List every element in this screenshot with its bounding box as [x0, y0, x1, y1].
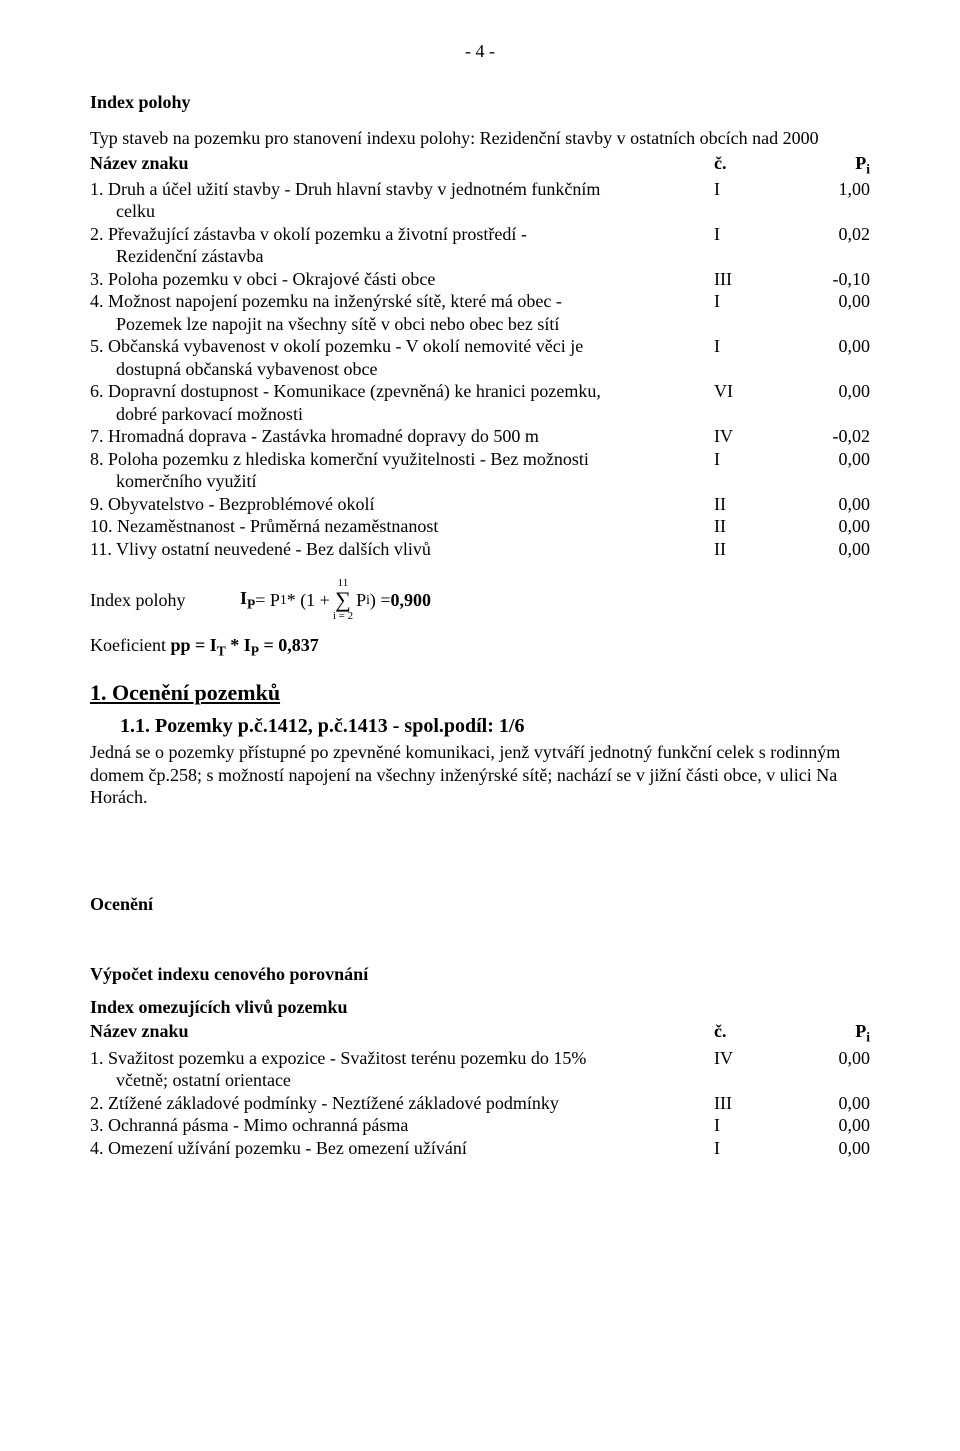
row-name-cont: dobré parkovací možnosti	[90, 403, 714, 426]
table-row: 7. Hromadná doprava - Zastávka hromadné …	[90, 425, 870, 448]
table-row: 1. Svažitost pozemku a expozice - Svažit…	[90, 1047, 870, 1092]
table-row: 4. Omezení užívání pozemku - Bez omezení…	[90, 1137, 870, 1160]
row-name: 10. Nezaměstnanost - Průměrná nezaměstna…	[90, 516, 438, 536]
index-polohy-intro: Typ staveb na pozemku pro stanovení inde…	[90, 127, 870, 150]
row-name: 4. Možnost napojení pozemku na inženýrsk…	[90, 291, 562, 311]
page-number: - 4 -	[90, 40, 870, 63]
section-1-1-paragraph: Jedná se o pozemky přístupné po zpevněné…	[90, 741, 870, 809]
row-name: 2. Převažující zástavba v okolí pozemku …	[90, 224, 527, 244]
row-p: 1,00	[784, 178, 870, 223]
hdr-name: Název znaku	[90, 152, 714, 178]
hdr-name: Název znaku	[90, 1020, 714, 1046]
table-row: 10. Nezaměstnanost - Průměrná nezaměstna…	[90, 515, 870, 538]
table-row: 1. Druh a účel užití stavby - Druh hlavn…	[90, 178, 870, 223]
row-name-cont: dostupná občanská vybavenost obce	[90, 358, 714, 381]
row-p: 0,00	[784, 538, 870, 561]
row-p: 0,00	[784, 1137, 870, 1160]
table-row: 3. Poloha pozemku v obci - Okrajové část…	[90, 268, 870, 291]
table-header-row: Název znaku č. Pi	[90, 1020, 870, 1046]
hdr-p: Pi	[784, 1020, 870, 1046]
row-p: 0,00	[784, 1092, 870, 1115]
row-c: I	[714, 335, 784, 380]
row-c: IV	[714, 425, 784, 448]
sigma-icon: 11 ∑ i = 2	[333, 578, 353, 622]
row-name: 8. Poloha pozemku z hlediska komerční vy…	[90, 449, 589, 469]
section-1-heading: 1. Ocenění pozemků	[90, 679, 870, 707]
row-name: 3. Ochranná pásma - Mimo ochranná pásma	[90, 1115, 408, 1135]
row-c: I	[714, 1114, 784, 1137]
index-polohy-table: Název znaku č. Pi 1. Druh a účel užití s…	[90, 152, 870, 561]
row-name: 4. Omezení užívání pozemku - Bez omezení…	[90, 1138, 467, 1158]
row-name-cont: Rezidenční zástavba	[90, 245, 714, 268]
row-p: 0,00	[784, 335, 870, 380]
row-name-cont: komerčního využití	[90, 470, 714, 493]
row-name: 1. Svažitost pozemku a expozice - Svažit…	[90, 1048, 586, 1068]
row-c: I	[714, 1137, 784, 1160]
row-c: II	[714, 493, 784, 516]
hdr-c: č.	[714, 1020, 784, 1046]
table-row: 6. Dopravní dostupnost - Komunikace (zpe…	[90, 380, 870, 425]
table-row: 2. Převažující zástavba v okolí pozemku …	[90, 223, 870, 268]
oceneni-calc-title: Výpočet indexu cenového porovnání	[90, 963, 870, 986]
row-p: -0,02	[784, 425, 870, 448]
index-polohy-title: Index polohy	[90, 91, 870, 114]
row-p: 0,00	[784, 448, 870, 493]
row-c: II	[714, 515, 784, 538]
row-c: I	[714, 223, 784, 268]
row-p: 0,00	[784, 515, 870, 538]
row-p: 0,00	[784, 380, 870, 425]
row-name: 9. Obyvatelstvo - Bezproblémové okolí	[90, 494, 374, 514]
table-row: 4. Možnost napojení pozemku na inženýrsk…	[90, 290, 870, 335]
row-c: I	[714, 178, 784, 223]
hdr-p: Pi	[784, 152, 870, 178]
row-name-cont: Pozemek lze napojit na všechny sítě v ob…	[90, 313, 714, 336]
row-name: 3. Poloha pozemku v obci - Okrajové část…	[90, 269, 435, 289]
row-c: III	[714, 1092, 784, 1115]
row-name-cont: včetně; ostatní orientace	[90, 1069, 714, 1092]
row-name: 7. Hromadná doprava - Zastávka hromadné …	[90, 426, 539, 446]
table-row: 9. Obyvatelstvo - Bezproblémové okolí II…	[90, 493, 870, 516]
row-p: 0,00	[784, 1047, 870, 1092]
page: - 4 - Index polohy Typ staveb na pozemku…	[0, 0, 960, 1451]
table-row: 3. Ochranná pásma - Mimo ochranná pásma …	[90, 1114, 870, 1137]
row-c: III	[714, 268, 784, 291]
row-c: I	[714, 448, 784, 493]
row-p: 0,02	[784, 223, 870, 268]
row-p: 0,00	[784, 290, 870, 335]
hdr-c: č.	[714, 152, 784, 178]
table-row: 8. Poloha pozemku z hlediska komerční vy…	[90, 448, 870, 493]
row-c: IV	[714, 1047, 784, 1092]
row-name: 11. Vlivy ostatní neuvedené - Bez dalšíc…	[90, 539, 431, 559]
row-name: 6. Dopravní dostupnost - Komunikace (zpe…	[90, 381, 601, 401]
row-p: -0,10	[784, 268, 870, 291]
section-1-1-heading: 1.1. Pozemky p.č.1412, p.č.1413 - spol.p…	[120, 714, 870, 739]
table-row: 2. Ztížené základové podmínky - Neztížen…	[90, 1092, 870, 1115]
row-p: 0,00	[784, 1114, 870, 1137]
row-p: 0,00	[784, 493, 870, 516]
row-c: II	[714, 538, 784, 561]
row-name: 2. Ztížené základové podmínky - Neztížen…	[90, 1093, 559, 1113]
oceneni-index-title: Index omezujících vlivů pozemku	[90, 996, 870, 1019]
row-name: 5. Občanská vybavenost v okolí pozemku -…	[90, 336, 583, 356]
row-c: VI	[714, 380, 784, 425]
koeficient-line: Koeficient pp = IT * IP = 0,837	[90, 634, 870, 660]
oceneni-table: Název znaku č. Pi 1. Svažitost pozemku a…	[90, 1020, 870, 1159]
table-row: 11. Vlivy ostatní neuvedené - Bez dalšíc…	[90, 538, 870, 561]
row-name: 1. Druh a účel užití stavby - Druh hlavn…	[90, 179, 600, 199]
oceneni-title: Ocenění	[90, 893, 870, 916]
table-header-row: Název znaku č. Pi	[90, 152, 870, 178]
formula-label: Index polohy	[90, 589, 240, 612]
index-polohy-formula: Index polohy IP = P1 * (1 + 11 ∑ i = 2 P…	[90, 578, 870, 622]
table-row: 5. Občanská vybavenost v okolí pozemku -…	[90, 335, 870, 380]
row-c: I	[714, 290, 784, 335]
row-name-cont: celku	[90, 200, 714, 223]
formula-body: IP = P1 * (1 + 11 ∑ i = 2 Pi ) = 0,900	[240, 578, 431, 622]
